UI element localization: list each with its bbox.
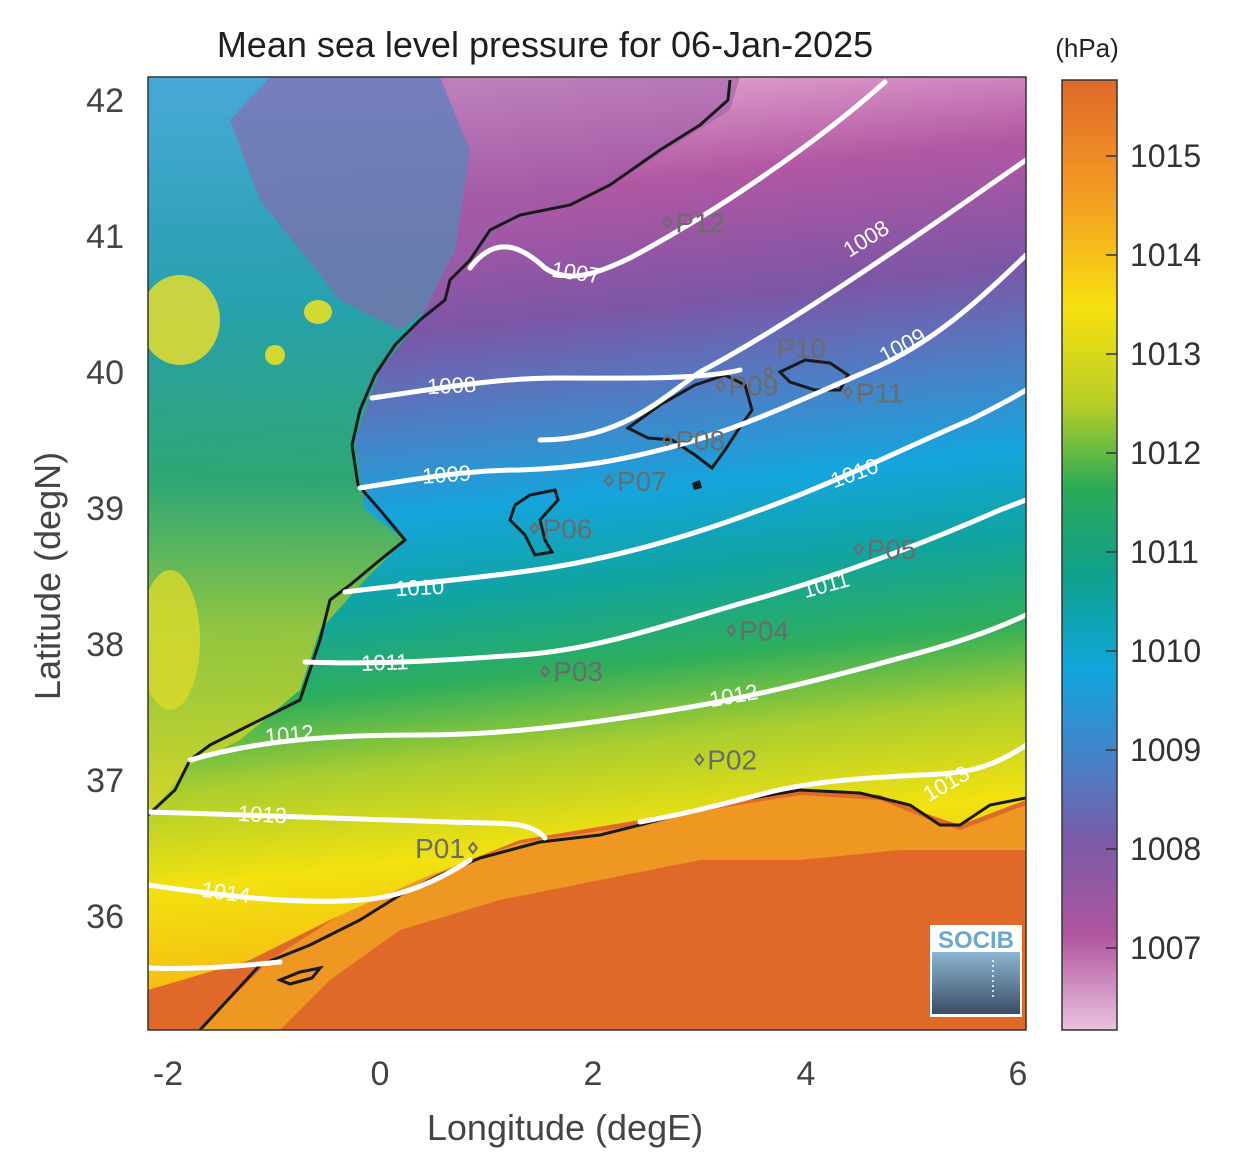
highland-patch	[148, 275, 220, 365]
station-marker-p05	[853, 542, 864, 556]
isobar-1012	[187, 612, 1026, 763]
station-marker-p06	[529, 521, 540, 536]
colorbar-gradient	[1061, 79, 1118, 1031]
north-purple-land	[230, 77, 740, 330]
isobar-1010	[342, 387, 1026, 595]
x-tick-label: 0	[371, 1055, 390, 1093]
iberia-coastline	[148, 79, 732, 817]
station-label-p07: P07	[617, 466, 667, 497]
colorbar-tick-label: 1008	[1130, 831, 1201, 867]
ibiza-island	[508, 488, 560, 557]
isobar-1011	[302, 497, 1026, 666]
x-tick-label: 6	[1009, 1055, 1028, 1093]
station-marker-p08	[662, 433, 673, 447]
alboran-islet	[275, 965, 324, 986]
y-tick-label: 41	[86, 218, 124, 256]
station-label-p01: P01	[415, 833, 465, 864]
y-tick-label: 39	[86, 490, 124, 528]
logo-text: SOCIB	[938, 927, 1014, 954]
x-tick-label: 4	[797, 1055, 816, 1093]
station-label-p12: P12	[675, 207, 725, 238]
x-axis: -2 0 2 4 6 Longitude (degE)	[153, 1055, 1028, 1148]
colorbar-tick-label: 1013	[1130, 336, 1201, 372]
station-marker-p09	[715, 378, 726, 393]
highland-patch	[148, 570, 200, 710]
station-marker-p03	[539, 664, 551, 678]
isobar-1008	[369, 367, 743, 401]
y-axis: 42 41 40 39 38 37 36 Latitude (degN)	[27, 82, 124, 936]
contour-label: 1010	[395, 574, 445, 602]
station-marker-p01	[467, 841, 479, 855]
isobar-1015	[148, 959, 283, 971]
station-marker-p11	[842, 385, 854, 400]
contour-label: 1012	[264, 720, 315, 749]
y-axis-label: Latitude (degN)	[27, 452, 68, 700]
colorbar-tick-label: 1011	[1130, 534, 1199, 570]
station-label-p10: P10	[776, 333, 826, 364]
highland-patch	[265, 345, 285, 365]
colorbar-tick-label: 1007	[1130, 930, 1201, 966]
colorbar-tick-label: 1014	[1130, 237, 1201, 273]
contour-label: 1008	[427, 372, 477, 400]
highland-patch	[304, 300, 332, 324]
x-tick-label: -2	[153, 1055, 183, 1093]
station-label-p08: P08	[675, 425, 725, 456]
socib-logo: SOCIB	[930, 925, 1022, 1017]
isobar-1014	[148, 857, 473, 904]
isobar-1009	[357, 252, 1026, 491]
cabrera-island	[692, 480, 702, 490]
station-label-p04: P04	[739, 615, 789, 646]
station-label-p11: P11	[856, 377, 904, 408]
station-label-p02: P02	[707, 745, 757, 776]
colorbar-ticks: 1015 1014 1013 1012 1011 1010 1009 1008 …	[1106, 138, 1201, 966]
chart-title: Mean sea level pressure for 06-Jan-2025	[217, 24, 873, 65]
plot-frame	[147, 76, 1027, 1031]
colorbar-tick-label: 1015	[1130, 138, 1201, 174]
y-tick-label: 37	[86, 762, 124, 800]
station-marker-p12	[662, 215, 673, 230]
x-tick-label: 2	[584, 1055, 603, 1093]
station-label-p03: P03	[553, 656, 603, 687]
colorbar: (hPa) 1015 1014 1013 1012 1011 1010 1009…	[1055, 33, 1201, 1031]
africa-coastal-band	[200, 795, 1026, 1030]
y-tick-label: 42	[86, 82, 124, 120]
station-marker-p10	[763, 365, 774, 379]
station-marker-p07	[603, 474, 615, 488]
isobar-1007	[467, 79, 888, 279]
x-axis-label: Longitude (degE)	[427, 1107, 703, 1148]
station-label-p05: P05	[867, 534, 917, 565]
station-marker-p02	[693, 752, 705, 767]
contour-label: 1009	[421, 460, 472, 488]
y-tick-label: 36	[86, 898, 124, 936]
isobar-1013	[148, 742, 1026, 841]
colorbar-unit: (hPa)	[1055, 33, 1119, 63]
y-tick-label: 40	[86, 354, 124, 392]
contour-label: 1013	[237, 801, 287, 829]
isobars	[148, 79, 1026, 971]
y-tick-label: 38	[86, 626, 124, 664]
station-label-p06: P06	[543, 513, 593, 544]
africa-coastline	[198, 788, 1026, 1030]
station-marker-p04	[725, 623, 737, 638]
contour-label: 1011	[361, 649, 409, 676]
map-plot-area	[148, 77, 1026, 1030]
isobar-1008-north	[537, 157, 1026, 443]
colorbar-tick-label: 1009	[1130, 732, 1201, 768]
logo-wave-panel	[932, 952, 1020, 1014]
colorbar-tick-label: 1010	[1130, 633, 1201, 669]
colorbar-tick-label: 1012	[1130, 435, 1201, 471]
